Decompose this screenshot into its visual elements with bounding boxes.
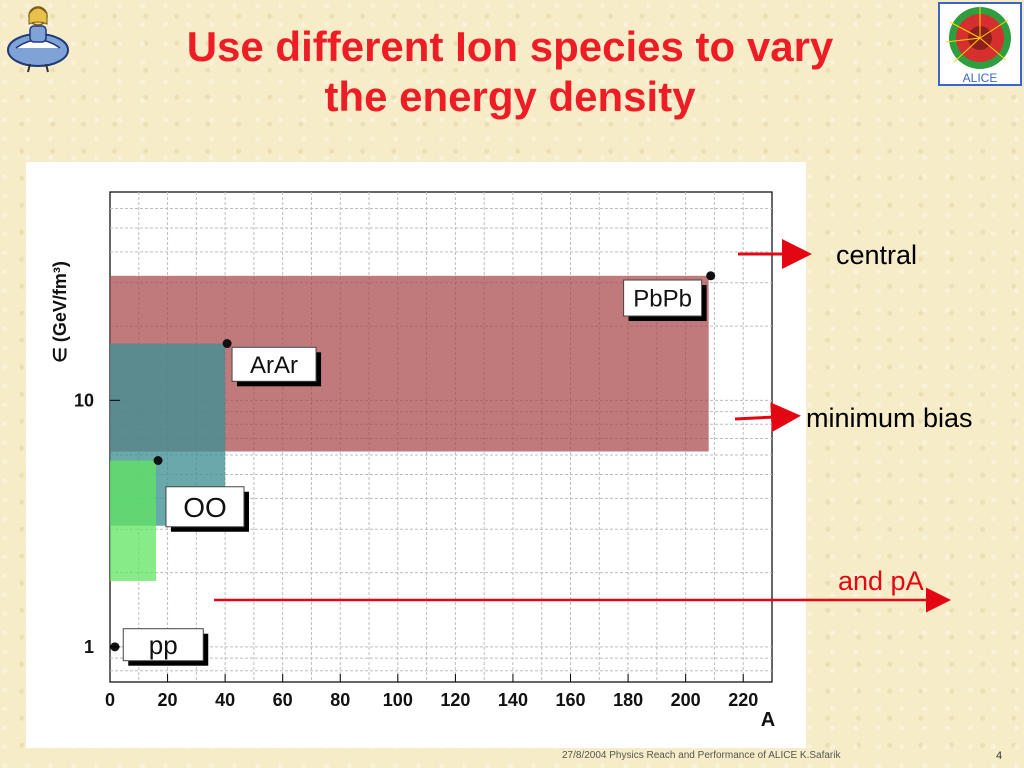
series-label-oo: OO — [183, 492, 227, 523]
annotation-and-pA: and pA — [838, 566, 924, 596]
page-number: 4 — [996, 750, 1003, 762]
y-tick-label: 10 — [74, 390, 94, 410]
x-tick-label: 100 — [383, 690, 413, 710]
minimum-bias-arrow — [734, 402, 801, 433]
label-box-arar — [231, 346, 317, 382]
x-tick-label: 200 — [671, 690, 701, 710]
x-tick-label: 40 — [215, 690, 235, 710]
marker-arar — [222, 339, 232, 349]
series-label-arar: ArAr — [250, 352, 298, 379]
x-tick-label: 60 — [273, 690, 293, 710]
label-box-pbpb — [623, 279, 703, 317]
x-tick-label: 20 — [158, 690, 178, 710]
x-tick-label: 80 — [330, 690, 350, 710]
marker-oo — [153, 456, 163, 466]
svg-text:ALICE: ALICE — [963, 71, 998, 85]
title-line-1: Use different Ion species to vary — [186, 23, 834, 70]
label-box-pp — [122, 628, 204, 662]
x-tick-label: 140 — [498, 690, 528, 710]
x-tick-label: 220 — [728, 690, 758, 710]
label-box-oo — [165, 486, 245, 528]
x-tick-label: 180 — [613, 690, 643, 710]
annotation-minimum-bias: minimum bias — [806, 403, 973, 433]
slide-title: Use different Ion species to vary the en… — [90, 22, 930, 122]
title-line-2: the energy density — [324, 73, 696, 120]
x-tick-label: 0 — [105, 690, 115, 710]
x-axis-label: A — [761, 709, 775, 731]
x-tick-label: 160 — [555, 690, 585, 710]
alice-mascot-icon — [7, 6, 69, 73]
series-label-pp: pp — [149, 630, 178, 660]
band-oo — [110, 460, 157, 581]
y-axis-label: ∈ (GeV/fm³) — [50, 261, 70, 363]
annotation-central: central — [836, 240, 918, 270]
series-label-pbpb: PbPb — [633, 286, 692, 313]
alice-logo-icon: ALICE — [938, 2, 1022, 86]
y-tick-label: 1 — [84, 637, 94, 657]
slide-footer: 27/8/2004 Physics Reach and Performance … — [562, 750, 841, 761]
x-tick-label: 120 — [440, 690, 470, 710]
marker-pbpb — [706, 271, 716, 281]
